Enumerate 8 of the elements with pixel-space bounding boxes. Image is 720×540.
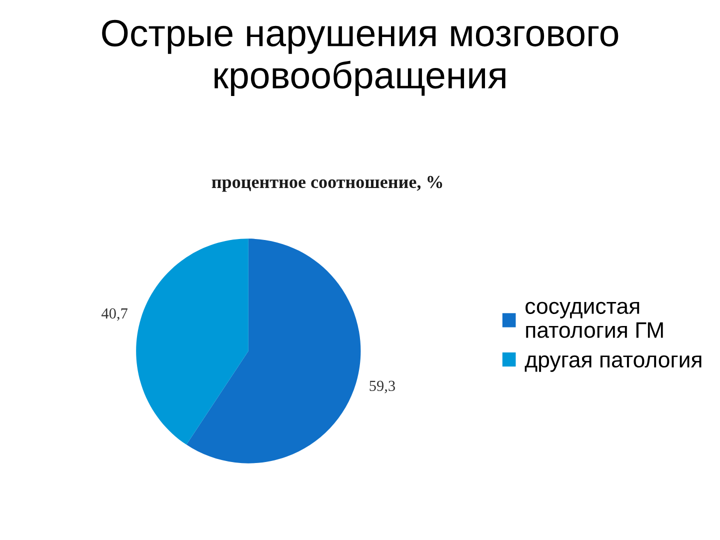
chart-title: Острые нарушения мозгового кровообращения: [102, 20, 618, 96]
pie-slice: [136, 238, 248, 445]
data-label: 40,7: [101, 308, 128, 321]
chart-subtitle: процентное соотношение, %: [212, 176, 442, 192]
data-label: 59,3: [370, 380, 396, 394]
pie-slice: [186, 238, 361, 464]
legend-label: другая патология: [524, 355, 702, 372]
legend-label: сосудистая патология ГМ: [526, 302, 663, 338]
